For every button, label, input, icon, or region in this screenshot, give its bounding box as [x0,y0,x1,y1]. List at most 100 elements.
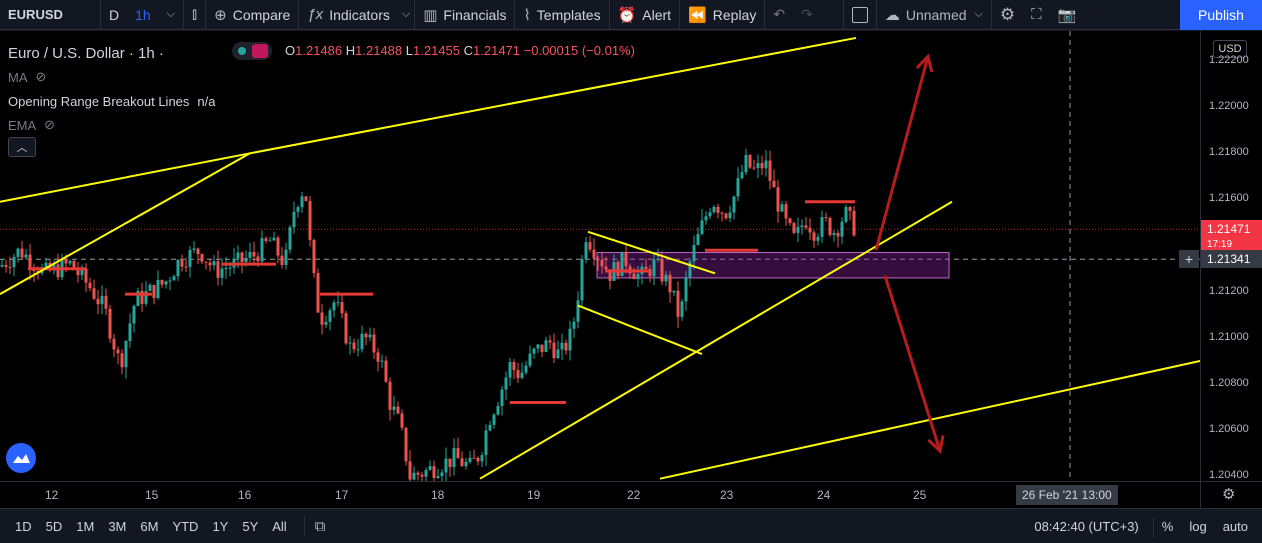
candle-body [728,212,732,219]
replay-button[interactable]: ⏪ Replay [680,0,764,30]
range-5y-button[interactable]: 5Y [242,518,259,534]
candle-body [824,216,828,218]
range-5d-button[interactable]: 5D [45,518,63,534]
candle-body [244,257,248,263]
candle-body [384,360,388,382]
candle-body [344,313,348,344]
range-1y-button[interactable]: 1Y [212,518,229,534]
arrow-up-projection [874,55,930,251]
indicators-dropdown[interactable]: ⌵ [398,0,414,30]
separator [303,516,305,536]
candle-body [472,457,476,459]
price-axis[interactable]: USD 1.22200 1.22000 1.21800 1.21600 1.21200 1… [1179,31,1262,481]
percent-scale-toggle[interactable]: % [1161,519,1174,534]
candle-body [424,469,428,477]
log-scale-toggle[interactable]: log [1189,519,1207,534]
legend-orb-row[interactable]: Opening Range Breakout Lines n/a [8,89,215,113]
candle-body [528,353,532,366]
separator [764,0,766,30]
top-toolbar: EURUSD D 1h ⌵ ⫾ ⊕ Compare ƒx Indicators ⌵ … [0,0,1262,30]
price-chart[interactable] [0,31,1200,481]
eye-off-icon[interactable]: ⊘ [35,69,47,84]
symbol-search[interactable]: EURUSD [8,7,63,22]
range-all-button[interactable]: All [272,518,287,534]
candle-body [488,424,492,431]
alert-button[interactable]: ⏰ Alert [610,0,679,30]
legend-ema-row[interactable]: EMA ⊘ [8,113,215,137]
breakout-zone-rect [596,252,950,279]
snapshot-button[interactable]: 📷 [1050,0,1085,30]
change-value: −0.00015 (−0.01%) [523,43,635,58]
candle-body [624,251,628,267]
compare-button[interactable]: ⊕ Compare [206,0,298,30]
candle-body [372,334,376,353]
countdown-tag: 17:19 [1201,238,1262,251]
market-status-badge[interactable] [232,42,272,60]
publish-button[interactable]: Publish [1180,0,1262,30]
time-axis[interactable]: 12 15 16 17 18 19 22 23 24 25 26 Feb '21 13:00 [0,481,1200,508]
separator [298,0,300,30]
candle-body [792,223,796,233]
settings-button[interactable]: ⚙ [992,0,1023,30]
templates-icon: ⌇ [523,6,531,24]
clock-timezone[interactable]: 08:42:40 (UTC+3) [1034,519,1139,534]
trendline [0,152,251,295]
chevron-down-icon: ⌵ [974,8,983,20]
fullscreen-layout-button[interactable] [844,0,876,30]
range-ytd-button[interactable]: YTD [172,518,199,534]
candle-body [736,178,740,197]
candle-body [660,258,664,282]
date-range-icon[interactable]: ⧉ [314,517,326,535]
candle-body [632,273,636,279]
undo-button[interactable]: ↶ [765,0,793,30]
legend-ma-row[interactable]: MA ⊘ [8,65,215,89]
separator [205,0,207,30]
candle-body [208,262,212,266]
candle-body [768,160,772,181]
interval-1h-button[interactable]: 1h [135,6,151,23]
low-key: L [405,43,413,58]
auto-scale-toggle[interactable]: auto [1222,519,1248,534]
candle-body [552,342,556,359]
redo-button[interactable]: ↷ [793,0,821,30]
collapse-legend-button[interactable]: ︿ [8,137,36,157]
candle-body [600,260,604,267]
range-3m-button[interactable]: 3M [108,518,127,534]
square-icon [851,6,868,23]
orb-label: Opening Range Breakout Lines [8,93,190,109]
currency-button[interactable]: USD [1213,40,1247,58]
chevron-up-icon: ︿ [16,142,28,154]
cloud-logo-icon [13,454,30,463]
candle-body [292,211,296,228]
candle-body [340,302,344,314]
candle-body [212,261,216,266]
price-tick-label: 1.20800 [1209,377,1249,390]
range-1m-button[interactable]: 1M [76,518,95,534]
chart-style-button[interactable]: ⫾ [184,0,205,30]
add-alert-plus-button[interactable]: + [1179,250,1199,269]
candle-body [536,344,540,349]
layout-menu-button[interactable]: ☁ Unnamed ⌵ [877,0,991,30]
eye-off-icon[interactable]: ⊘ [44,117,56,132]
templates-button[interactable]: ⌇ Templates [515,0,608,30]
candle-body [828,217,832,235]
tradingview-logo-icon[interactable] [6,443,36,473]
crosshair-price-tag: 1.21341 [1201,250,1262,269]
candles-icon: ⫾ [192,5,198,23]
candle-body [780,204,784,212]
candle-body [680,301,684,317]
financials-button[interactable]: ▥ Financials [415,0,514,30]
interval-d-button[interactable]: D [109,6,120,23]
candle-body [112,338,116,350]
indicators-button[interactable]: ƒx Indicators [299,0,398,30]
chart-pane[interactable]: Euro / U.S. Dollar · 1h · MA ⊘ Opening R… [0,31,1200,481]
range-6m-button[interactable]: 6M [140,518,159,534]
fullscreen-button[interactable]: ⛶ [1023,0,1050,30]
candle-body [320,312,324,325]
trendline [577,304,703,356]
range-1d-button[interactable]: 1D [15,518,32,534]
gear-icon[interactable]: ⚙ [1222,486,1236,503]
axis-corner[interactable]: ⚙ [1200,481,1262,508]
interval-dropdown[interactable]: ⌵ [159,0,183,30]
candle-body [84,268,88,283]
